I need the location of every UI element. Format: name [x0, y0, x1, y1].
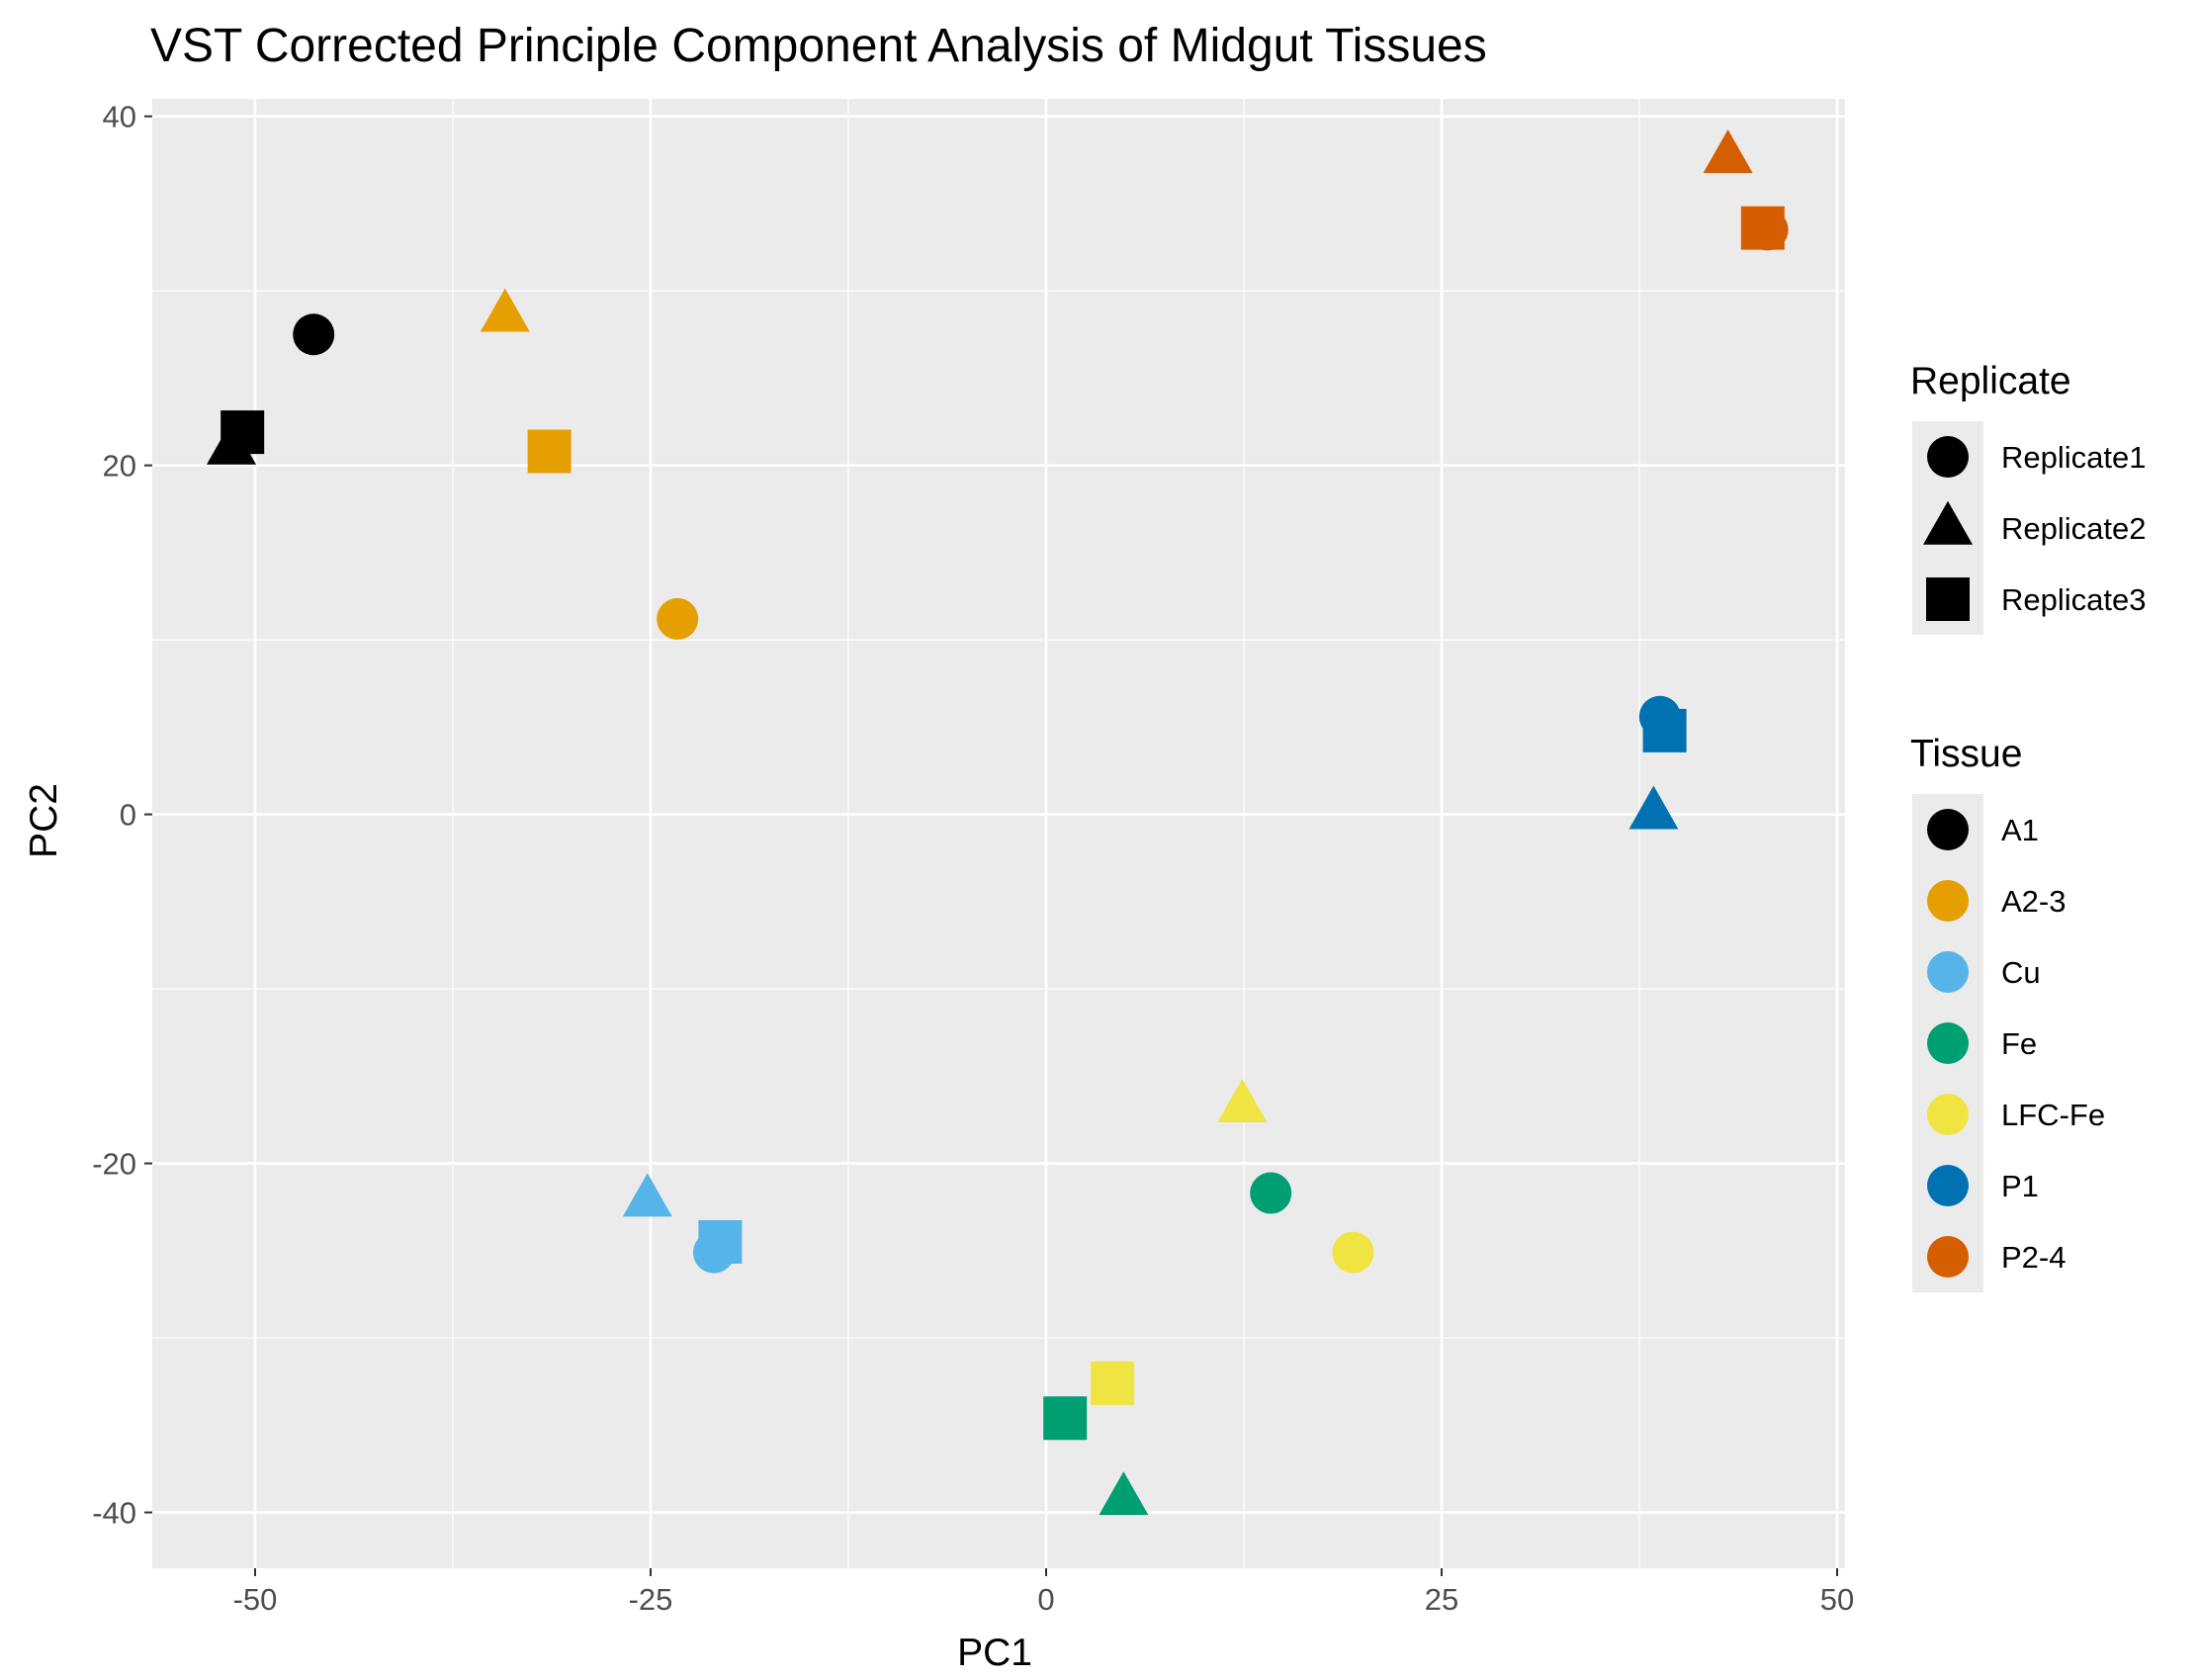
point-p2-4-replicate2 — [1703, 129, 1753, 173]
x-tick-label: 25 — [1425, 1582, 1458, 1617]
point-lfc-fe-replicate2 — [1217, 1079, 1268, 1123]
legend-triangle-icon — [1923, 500, 1973, 545]
point-fe-replicate2 — [1099, 1471, 1149, 1516]
y-tick-label: 0 — [120, 798, 136, 833]
legend-label: Replicate1 — [2001, 440, 2146, 475]
legend-circle-icon — [1927, 436, 1969, 478]
x-axis-title: PC1 — [957, 1632, 1032, 1674]
x-tick-label: 0 — [1037, 1582, 1054, 1617]
legend-swatch-cu — [1927, 951, 1969, 993]
point-a2-3-replicate1 — [657, 597, 699, 640]
legend-label: P2-4 — [2001, 1240, 2066, 1275]
legend-square-icon — [1926, 577, 1970, 621]
point-p2-4-replicate3 — [1740, 206, 1785, 250]
y-tick-label: 20 — [103, 449, 136, 484]
legend-swatch-a1 — [1927, 809, 1969, 850]
point-cu-replicate2 — [622, 1173, 672, 1217]
data-points — [207, 129, 1789, 1516]
y-tick-label: -20 — [92, 1147, 136, 1182]
legend-title: Tissue — [1910, 733, 2022, 775]
point-a1-replicate3 — [220, 410, 265, 455]
point-cu-replicate3 — [698, 1219, 743, 1264]
legend-swatch-a2-3 — [1927, 880, 1969, 922]
point-lfc-fe-replicate3 — [1091, 1361, 1135, 1405]
x-tick-label: -25 — [629, 1582, 673, 1617]
point-p1-replicate2 — [1628, 785, 1679, 830]
point-lfc-fe-replicate1 — [1332, 1231, 1374, 1274]
legend-swatch-lfc-fe — [1927, 1094, 1969, 1135]
legend-swatch-p2-4 — [1927, 1236, 1969, 1278]
point-a1-replicate1 — [293, 313, 335, 356]
point-a2-3-replicate3 — [527, 429, 572, 474]
legend-label: Fe — [2001, 1026, 2037, 1061]
plot-panel — [152, 99, 1845, 1568]
legend-title: Replicate — [1910, 360, 2071, 402]
point-fe-replicate3 — [1043, 1396, 1088, 1441]
legend-label: LFC-Fe — [2001, 1098, 2105, 1132]
chart-title: VST Corrected Principle Component Analys… — [150, 20, 1487, 72]
legend-label: A1 — [2001, 813, 2039, 847]
legend-label: Replicate2 — [2001, 511, 2146, 546]
point-p1-replicate3 — [1642, 708, 1687, 752]
x-tick-label: -50 — [233, 1582, 278, 1617]
y-axis-title: PC2 — [23, 783, 65, 858]
plot-background — [152, 99, 1845, 1568]
y-axis-ticks: -40 -20 0 20 40 — [92, 100, 152, 1531]
x-axis-ticks: -50 -25 0 25 50 — [233, 1568, 1854, 1617]
legend-label: P1 — [2001, 1169, 2039, 1203]
point-a2-3-replicate2 — [480, 288, 530, 332]
legend-replicate: Replicate Replicate1 Replicate2 Replicate3 — [1910, 360, 2146, 635]
legend-label: A2-3 — [2001, 884, 2066, 919]
legend-label: Replicate3 — [2001, 582, 2146, 617]
x-tick-label: 50 — [1820, 1582, 1854, 1617]
legend-tissue: Tissue A1 A2-3 Cu Fe LFC-Fe P1 P2-4 — [1910, 733, 2105, 1292]
legend-swatch-fe — [1927, 1022, 1969, 1064]
legend-label: Cu — [2001, 955, 2041, 990]
point-fe-replicate1 — [1250, 1172, 1292, 1214]
y-tick-label: 40 — [103, 100, 136, 134]
y-tick-label: -40 — [92, 1496, 136, 1531]
legend-swatch-p1 — [1927, 1165, 1969, 1206]
